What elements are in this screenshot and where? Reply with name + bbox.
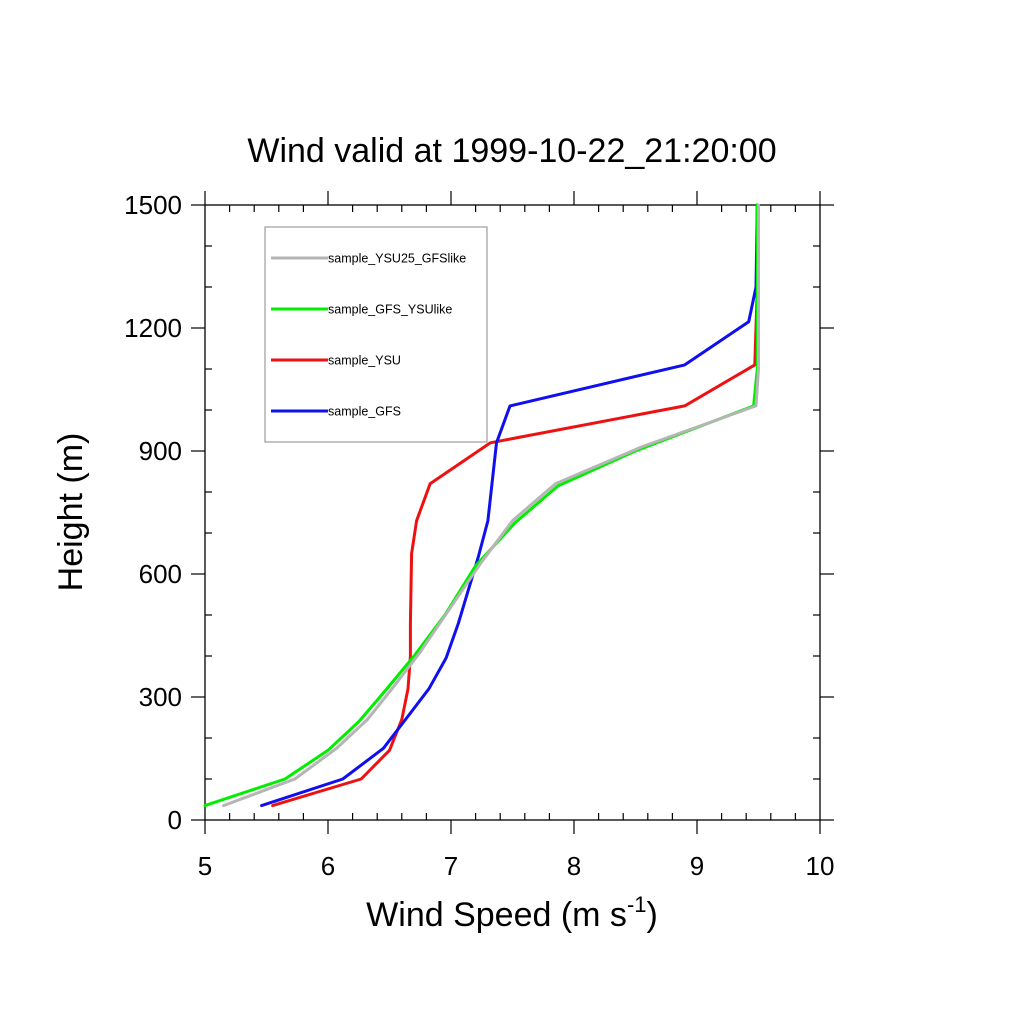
x-tick-label: 10 xyxy=(806,851,835,881)
legend-label: sample_YSU25_GFSlike xyxy=(328,252,466,266)
legend: sample_YSU25_GFSlike sample_GFS_YSUlikesa… xyxy=(264,226,488,443)
y-tick-label: 900 xyxy=(139,436,182,466)
chart-title: Wind valid at 1999-10-22_21:20:00 xyxy=(247,132,776,170)
plot-frame xyxy=(204,204,821,821)
series-lines xyxy=(203,203,760,808)
x-axis-title: Wind Speed (m s-1) xyxy=(366,892,658,934)
y-tick-labels: 0 300 600 900 1200 1500 xyxy=(124,190,182,835)
x-axis-title-superscript: -1 xyxy=(627,892,647,917)
x-tick-label: 5 xyxy=(198,851,212,881)
y-tick-label: 0 xyxy=(168,805,182,835)
legend-label: sample_GFS xyxy=(328,405,401,419)
legend-box xyxy=(264,226,488,443)
legend-label: sample_GFS_YSUlike xyxy=(328,303,452,317)
y-tick-label: 1500 xyxy=(124,190,182,220)
y-axis-title: Height (m) xyxy=(52,433,90,592)
series-line-sample_YSU xyxy=(271,203,759,808)
x-axis-title-end: ) xyxy=(647,896,658,934)
legend-label: sample_YSU xyxy=(328,354,401,368)
y-tick-label: 1200 xyxy=(124,313,182,343)
x-tick-labels: 5 6 7 8 9 10 xyxy=(198,851,835,881)
x-axis-title-main: Wind Speed (m s xyxy=(366,896,627,934)
x-tick-label: 7 xyxy=(444,851,458,881)
x-tick-label: 8 xyxy=(567,851,581,881)
y-tick-label: 600 xyxy=(139,559,182,589)
x-tick-label: 6 xyxy=(321,851,335,881)
y-tick-label: 300 xyxy=(139,682,182,712)
legend-items: sample_YSU25_GFSlike sample_GFS_YSUlikesa… xyxy=(271,252,466,419)
x-tick-label: 9 xyxy=(690,851,704,881)
axis-ticks xyxy=(191,191,834,834)
series-line-sample_YSU25_GFSlike xyxy=(222,203,760,808)
